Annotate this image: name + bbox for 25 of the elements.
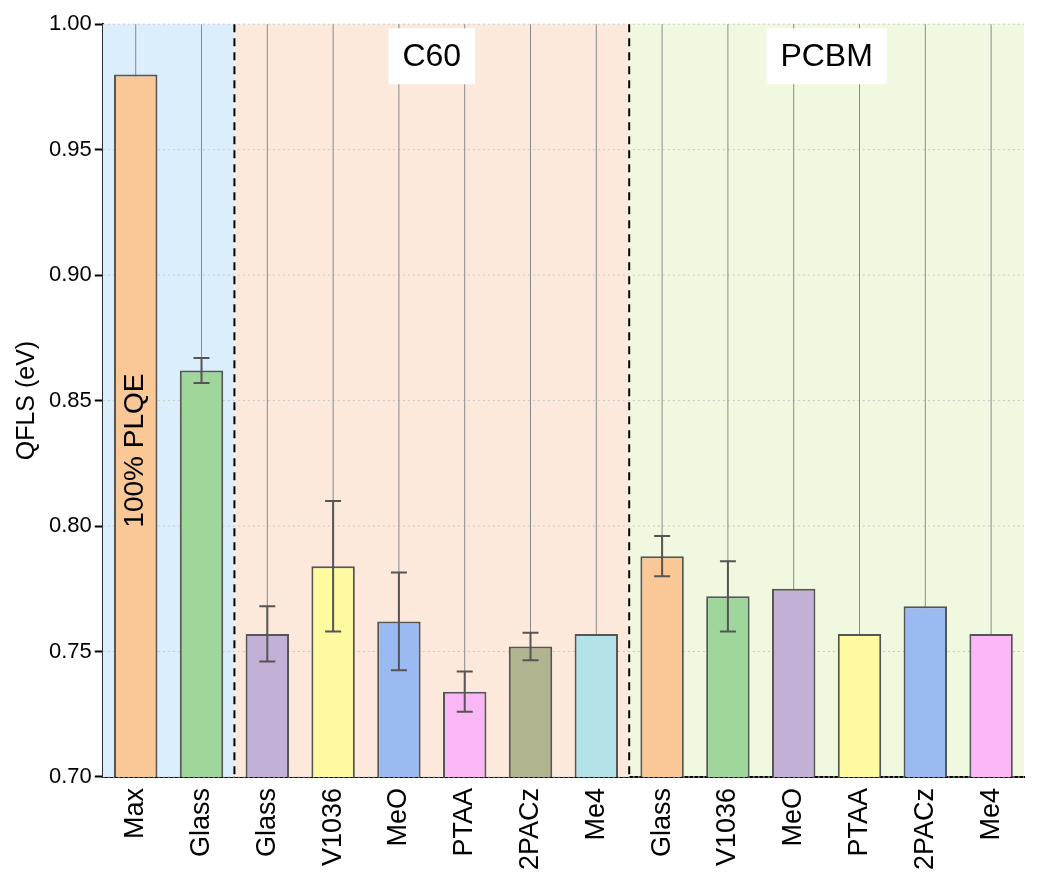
x-tick-label: PTAA — [448, 787, 479, 857]
x-tick-label: V1036 — [711, 787, 742, 867]
x-tick-label: Me4 — [974, 787, 1005, 841]
band-label: C60 — [402, 37, 462, 74]
x-tick-label: MeO — [382, 787, 413, 847]
y-tick-label: 0.95 — [48, 135, 92, 161]
y-tick-label: 0.80 — [48, 512, 92, 538]
y-tick-label: 0.90 — [48, 261, 92, 287]
x-tick-label: Max — [119, 787, 150, 839]
x-tick-label: Glass — [645, 787, 676, 857]
y-tick-label: 0.85 — [48, 386, 92, 412]
x-tick-label: 2PACz — [908, 787, 939, 870]
x-tick-label: Glass — [184, 787, 215, 857]
annotation: PCBM — [780, 37, 873, 74]
y-tick-label: 0.70 — [48, 763, 92, 789]
x-tick-label: Glass — [250, 787, 281, 857]
y-tick-label: 0.75 — [48, 637, 92, 663]
x-tick-label: MeO — [777, 787, 808, 847]
x-tick-label: V1036 — [316, 787, 347, 867]
x-tick-label: Me4 — [579, 787, 610, 841]
x-tick-label: 2PACz — [513, 787, 544, 870]
y-tick-label: 1.00 — [48, 10, 92, 36]
annotation: 100% PLQE — [118, 373, 150, 528]
x-tick-label: PTAA — [842, 787, 873, 857]
y-axis-title: QFLS (eV) — [10, 340, 39, 461]
